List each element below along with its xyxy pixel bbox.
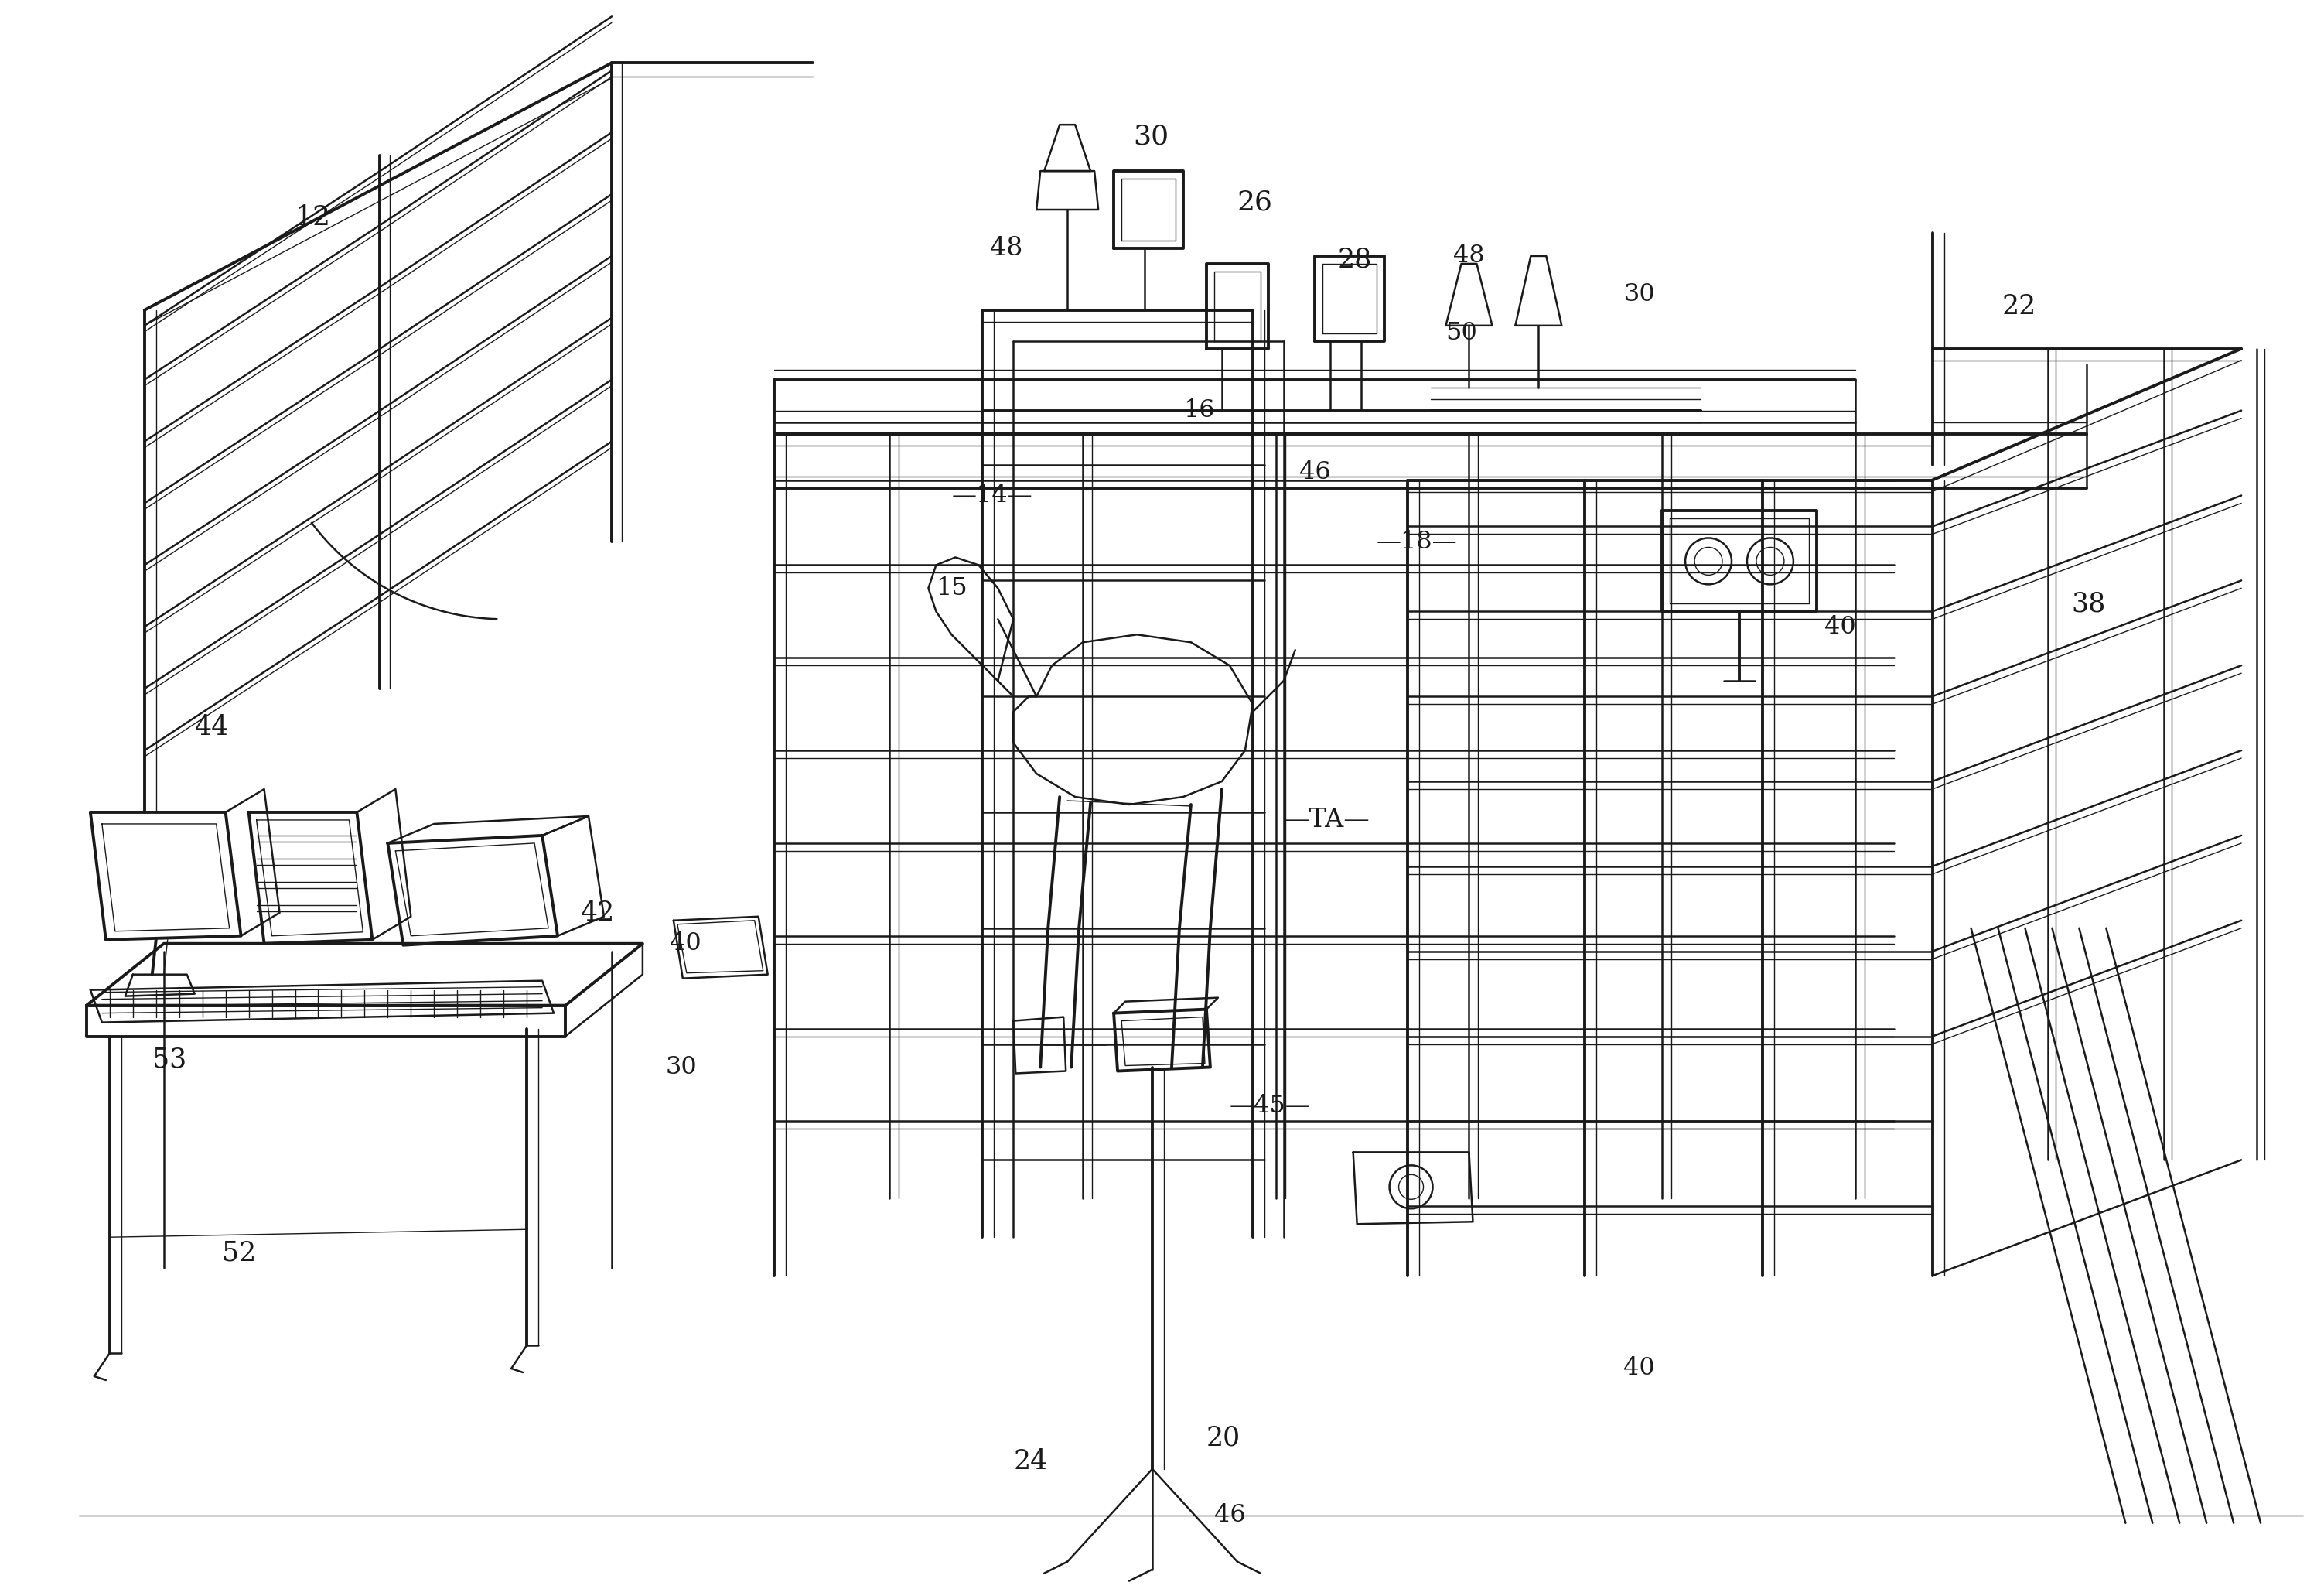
Text: 44: 44 [195, 713, 228, 740]
Text: 48: 48 [990, 235, 1023, 261]
Text: 40: 40 [669, 931, 702, 955]
Text: 20: 20 [1206, 1425, 1241, 1451]
Text: 40: 40 [1824, 615, 1857, 639]
Text: —14—: —14— [951, 483, 1032, 507]
Text: 53: 53 [151, 1046, 186, 1073]
Text: 22: 22 [2001, 292, 2036, 319]
Text: 38: 38 [2071, 591, 2106, 617]
Text: 28: 28 [1339, 246, 1371, 273]
Text: 42: 42 [581, 899, 616, 926]
Text: 40: 40 [1624, 1357, 1655, 1381]
Text: 26: 26 [1236, 189, 1274, 215]
Text: —18—: —18— [1376, 529, 1457, 555]
Text: 16: 16 [1183, 399, 1215, 423]
Text: 52: 52 [221, 1239, 256, 1266]
Text: 15: 15 [937, 577, 967, 601]
Text: 24: 24 [1013, 1448, 1048, 1475]
Text: 46: 46 [1213, 1503, 1246, 1527]
Text: —TA—: —TA— [1283, 807, 1371, 833]
Text: 50: 50 [1446, 321, 1478, 345]
Text: 30: 30 [665, 1055, 697, 1079]
Text: 46: 46 [1299, 461, 1332, 485]
Text: 48: 48 [1452, 245, 1485, 269]
Text: —45—: —45— [1229, 1093, 1311, 1117]
Text: 12: 12 [295, 205, 330, 230]
Text: 30: 30 [1624, 283, 1655, 307]
Text: 30: 30 [1134, 122, 1169, 149]
